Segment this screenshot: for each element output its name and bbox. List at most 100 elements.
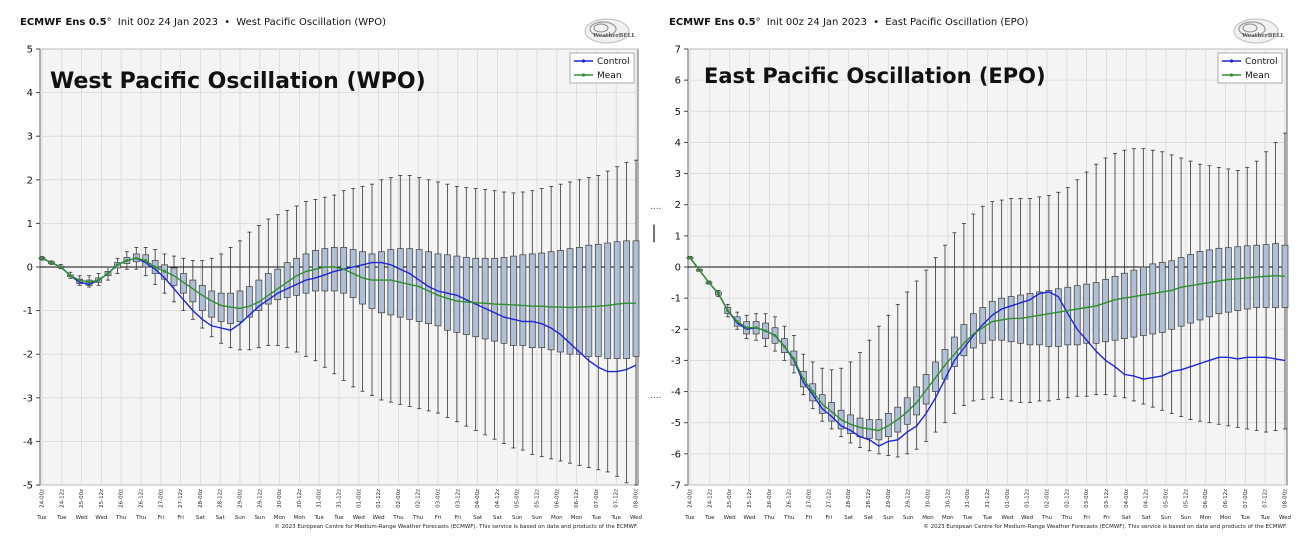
x-tick-label: 27-12z: [826, 489, 832, 508]
x-day-label: Sun: [903, 515, 914, 521]
x-day-label: Wed: [1001, 515, 1013, 521]
box: [274, 268, 282, 301]
box: [1168, 260, 1176, 330]
box: [547, 251, 555, 351]
x-tick-label: 02-12z: [1064, 489, 1070, 508]
x-tick-label: 28-00z: [198, 489, 204, 508]
weatherbell-logo: WeatherBELL: [584, 18, 635, 44]
x-day-label: Fri: [826, 515, 833, 521]
box: [302, 253, 310, 294]
mean-point: [773, 334, 777, 338]
svg-text:ECMWF Ens 0.5° Init 00z: ECMWF Ens 0.5° Init 00z 24 Jan 2023 • Ea…: [669, 17, 1029, 28]
legend: Control Mean: [1217, 52, 1283, 84]
mean-point: [115, 263, 119, 267]
x-tick-label: 03-12z: [1104, 489, 1110, 508]
x-tick-label: 25-00z: [79, 489, 85, 508]
x-day-label: Sun: [883, 515, 894, 521]
mean-point: [97, 278, 101, 282]
header-epo: ECMWF Ens 0.5° Init 00z 24 Jan 2023 • Ea…: [669, 17, 1029, 28]
y-tick-label: -2: [23, 350, 33, 361]
x-day-label: Tue: [1259, 515, 1270, 521]
x-day-label: Fri: [177, 515, 184, 521]
box: [969, 313, 977, 349]
x-tick-label: 08-00z: [634, 489, 640, 508]
mean-point: [811, 390, 815, 394]
mean-point: [792, 357, 796, 361]
y-tick-label: -4: [23, 437, 33, 448]
x-day-label: Tue: [313, 515, 324, 521]
x-day-label: Sun: [1181, 515, 1192, 521]
weatherbell-logo: WeatherBELL: [1233, 18, 1284, 44]
x-day-label: Tue: [610, 515, 621, 521]
box: [491, 257, 498, 342]
box: [1026, 293, 1034, 346]
box: [1149, 263, 1157, 335]
x-tick-label: 30-00z: [277, 489, 283, 508]
x-tick-label: 30-12z: [297, 489, 303, 508]
box: [566, 248, 574, 355]
box: [613, 241, 621, 359]
y-tick-label: 5: [675, 107, 681, 118]
x-day-label: Mon: [942, 515, 954, 521]
box: [264, 273, 272, 305]
mean-point: [735, 320, 739, 323]
x-day-label: Fri: [158, 515, 165, 521]
legend-control-label: Control: [1245, 57, 1278, 67]
legend-mean-marker: [1229, 73, 1234, 77]
box: [312, 250, 319, 292]
x-day-label: Sun: [235, 515, 246, 521]
legend-mean-label: Mean: [1245, 71, 1270, 81]
box: [510, 255, 517, 346]
box: [1083, 283, 1091, 344]
x-day-label: Wed: [95, 515, 107, 521]
y-tick-label: -4: [671, 387, 681, 398]
box: [255, 279, 263, 311]
box: [1121, 272, 1128, 339]
mean-point: [697, 268, 701, 272]
y-tick-label: 3: [27, 132, 33, 143]
y-tick-label: 4: [27, 88, 33, 99]
x-day-label: Wed: [744, 515, 756, 521]
header-index: West Pacific Oscillation (WPO): [236, 17, 386, 28]
copyright-text: © 2023 European Centre for Medium-Range …: [923, 523, 1287, 530]
box: [585, 244, 593, 357]
x-day-label: Fri: [455, 515, 462, 521]
x-day-label: Thu: [135, 515, 146, 521]
x-tick-label: 02-00z: [1045, 489, 1051, 508]
x-tick-label: 26-12z: [139, 489, 145, 508]
x-tick-label: 25-12z: [747, 489, 753, 508]
mean-point: [125, 258, 129, 262]
y-tick-label: 2: [675, 200, 681, 211]
x-tick-label: 26-00z: [119, 489, 125, 508]
divider-mark-bottom: ....: [650, 391, 661, 401]
box: [462, 257, 470, 335]
x-day-label: Thu: [392, 515, 403, 521]
divider-mark-top: ....: [650, 202, 661, 212]
box: [538, 252, 546, 349]
x-day-label: Tue: [333, 515, 344, 521]
chart-title: East Pacific Oscillation (EPO): [704, 64, 1046, 88]
x-day-label: Thu: [412, 515, 423, 521]
header-degree: °: [107, 17, 112, 28]
x-day-label: Sat: [473, 515, 483, 521]
x-tick-label: 26-00z: [767, 489, 773, 508]
x-tick-label: 30-00z: [926, 489, 932, 508]
box: [1017, 294, 1024, 344]
header-sep: •: [224, 17, 230, 28]
x-tick-label: 06-00z: [554, 489, 560, 508]
mean-point: [754, 326, 758, 330]
box: [623, 240, 630, 359]
mean-point: [49, 261, 53, 265]
box: [1139, 266, 1147, 336]
divider-mark-mid: |: [651, 222, 657, 243]
y-tick-label: 2: [27, 175, 33, 186]
x-tick-label: 03-00z: [436, 489, 442, 508]
x-day-label: Fri: [806, 515, 813, 521]
box: [217, 292, 225, 322]
control-series-line: [41, 257, 637, 373]
box: [1158, 261, 1166, 333]
y-tick-label: 6: [675, 76, 681, 87]
x-day-label: Sat: [196, 515, 206, 521]
x-day-label: Tue: [962, 515, 973, 521]
